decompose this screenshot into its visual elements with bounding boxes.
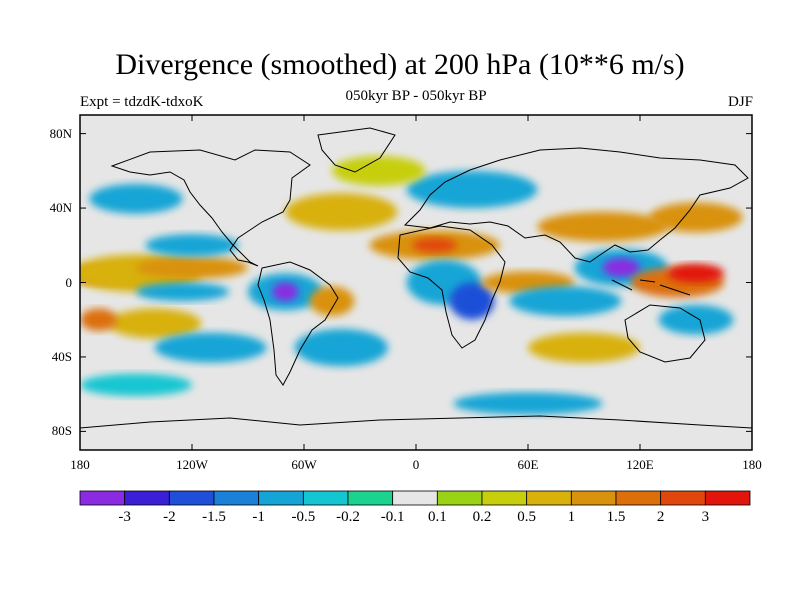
field-blob — [89, 183, 183, 214]
field-blob — [537, 211, 669, 242]
field-blob — [528, 332, 640, 363]
colorbar-swatch — [124, 490, 170, 506]
colorbar-swatch — [570, 490, 617, 506]
plot-subtitle: 050kyr BP - 050kyr BP — [345, 88, 487, 104]
field-blob — [145, 234, 239, 257]
field-blob — [80, 308, 118, 331]
coastlines — [80, 127, 752, 429]
season-label: DJF — [727, 94, 753, 110]
colorbar-label: 1.5 — [606, 509, 626, 525]
colorbar-label: 2 — [656, 509, 665, 525]
plot-title: Divergence (smoothed) at 200 hPa (10**6 … — [115, 48, 685, 81]
x-tick-label: 120E — [626, 457, 654, 472]
y-tick-label: 0 — [65, 274, 73, 290]
colorbar-swatch — [302, 490, 349, 506]
colorbar-label: 0.5 — [517, 509, 537, 525]
colorbar-label: -0.2 — [336, 509, 360, 525]
field-blob — [668, 263, 724, 283]
field-blob — [649, 202, 743, 233]
x-tick-label: 180 — [70, 457, 90, 472]
colorbar-swatch — [213, 490, 260, 506]
experiment-label: Expt = tdzdK-tdxoK — [80, 94, 204, 110]
field-blob — [285, 193, 398, 231]
field-blob — [80, 373, 192, 397]
colorbar-swatch — [526, 490, 572, 506]
field-blob — [332, 155, 426, 186]
colorbar-label: -1.5 — [202, 509, 226, 525]
colorbar-label: 1 — [567, 509, 576, 525]
y-tick-label: 80S — [51, 423, 72, 439]
y-tick-label: 80N — [49, 125, 72, 141]
field-blob — [406, 170, 538, 209]
colorbar-label: -0.1 — [380, 509, 405, 525]
field-blob — [449, 282, 495, 320]
field-blob — [294, 329, 389, 367]
colorbar-label: -1 — [252, 509, 265, 525]
colorbar-swatch — [79, 490, 126, 506]
colorbar-swatch — [392, 490, 438, 506]
field-blob — [412, 237, 458, 253]
field-blob — [272, 282, 299, 302]
x-tick-label: 180 — [742, 457, 762, 472]
colorbar-label: 0.1 — [427, 509, 447, 525]
x-tick-label: 120W — [176, 457, 208, 472]
colorbar-swatch — [481, 490, 528, 506]
divergence-field — [80, 155, 743, 415]
colorbar-label: 3 — [701, 509, 710, 525]
colorbar-swatch — [615, 490, 662, 506]
colorbar-label: -3 — [118, 509, 131, 525]
y-tick-label: 40N — [49, 200, 72, 216]
colorbar-label: 0.2 — [472, 509, 492, 525]
field-blob — [602, 258, 640, 277]
colorbar-swatch — [436, 490, 483, 506]
colorbar-swatch — [258, 490, 304, 506]
colorbar-swatch — [347, 490, 394, 506]
field-blob — [108, 308, 202, 339]
field-blob — [309, 286, 355, 316]
field-blob — [136, 282, 230, 302]
field-blob — [453, 392, 603, 415]
x-tick-label: 60W — [291, 457, 317, 472]
field-blob — [136, 256, 248, 279]
colorbar — [79, 490, 751, 506]
colorbar-label: -2 — [163, 509, 176, 525]
colorbar-swatch — [660, 490, 706, 506]
field-blob — [658, 304, 734, 335]
x-tick-label: 60E — [517, 457, 539, 472]
colorbar-swatch — [168, 490, 215, 506]
axis-ticks — [79, 115, 753, 450]
colorbar-swatch — [704, 490, 751, 506]
field-blob — [154, 332, 267, 363]
y-tick-label: 40S — [51, 348, 72, 364]
x-tick-label: 0 — [412, 457, 420, 472]
colorbar-label: -0.5 — [291, 509, 316, 525]
field-blob — [509, 286, 622, 316]
